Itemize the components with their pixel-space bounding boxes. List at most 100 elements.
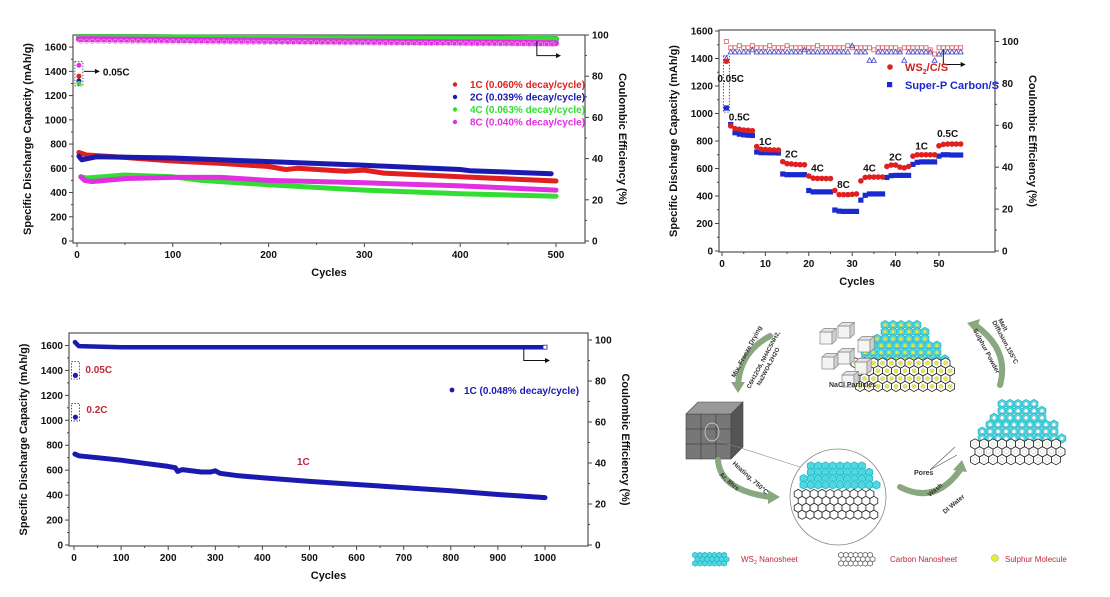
arrow-wash (897, 467, 963, 497)
ce-marker-ws2 (741, 45, 747, 51)
sulphur-dot (883, 329, 888, 334)
hexagon (1041, 419, 1051, 430)
hexagon (1057, 433, 1067, 444)
ce-marker-superp (909, 48, 917, 55)
hexagon (706, 551, 713, 559)
nacl-cube (857, 335, 876, 353)
ce-marker (394, 40, 400, 46)
block-side (730, 401, 744, 460)
hexagon (692, 551, 698, 559)
sulphur-dot (1044, 441, 1050, 447)
block-cell (715, 443, 732, 460)
hexagon (1009, 433, 1019, 444)
hexagon (886, 372, 897, 385)
sulphur-dot (1049, 449, 1054, 455)
sulphur-dot (1000, 415, 1005, 420)
hexagon (1005, 412, 1015, 423)
ce-marker-ws2 (871, 47, 877, 53)
rate-label: 1C (297, 457, 310, 468)
sulphur-dot (862, 360, 867, 366)
ce-marker-superp (831, 48, 839, 55)
capacity-marker-ws2 (805, 173, 812, 179)
sulphur-dot (1035, 436, 1040, 441)
sulphur-dot (934, 343, 939, 348)
ce-marker (302, 40, 308, 46)
capacity-marker-superp (858, 197, 864, 203)
hexagon (888, 319, 898, 331)
ce-marker (158, 39, 164, 45)
hexagon (1049, 433, 1059, 444)
initial-point (76, 80, 82, 86)
ce-marker-ws2 (901, 45, 907, 51)
hexagon (1033, 433, 1043, 444)
hexagon (970, 438, 980, 450)
sulphur-dot (895, 357, 900, 362)
y-tick-label: 1200 (45, 91, 68, 102)
hexagon (904, 372, 915, 385)
initial-point (72, 414, 79, 420)
cube-top (841, 371, 860, 376)
sulphur-dot (938, 368, 944, 374)
sulphur-dot (902, 384, 908, 389)
ce-line-8C (75, 36, 559, 47)
hexagon (1037, 446, 1048, 458)
capacity-marker-ws2 (884, 163, 890, 170)
ce-marker-superp (870, 56, 878, 63)
sulphur-dot (880, 360, 885, 366)
capacity-marker-ws2 (832, 187, 838, 194)
capacity-marker-ws2 (784, 160, 790, 167)
sulphur-dot (1016, 415, 1021, 420)
ce-marker (262, 39, 268, 45)
hexagon (817, 502, 827, 513)
ce-marker-superp (766, 48, 773, 55)
y2-tick-label: 40 (1002, 163, 1014, 174)
sulphur-dot (1031, 402, 1036, 406)
sulphur-dot (1035, 422, 1040, 427)
capacity-marker-superp (797, 172, 803, 178)
hexagon (797, 509, 807, 520)
ce-marker (423, 40, 429, 46)
cube-top (837, 322, 856, 327)
sulphur-dot (934, 357, 939, 362)
x-tick-label: 0 (719, 259, 725, 270)
ce-marker-ws2 (845, 43, 851, 49)
capacity-marker-ws2 (888, 162, 895, 168)
y2-tick-label: 80 (595, 377, 607, 388)
ce-marker-superp (927, 48, 934, 55)
y2-tick-label: 80 (1002, 79, 1014, 90)
ce-marker (279, 39, 285, 46)
capacity-marker-superp (810, 189, 816, 195)
hexagon (709, 555, 715, 563)
hexagon (860, 354, 870, 365)
ce-marker (112, 38, 118, 44)
capacity-marker-superp (832, 207, 838, 213)
cube-side (833, 352, 839, 370)
hexagon (801, 488, 811, 500)
sulphur-dot (899, 323, 904, 327)
capacity-marker-superp (840, 208, 847, 214)
carbon-sheet-porous (970, 438, 1066, 466)
hexagon (843, 551, 849, 559)
zoom-line (715, 439, 801, 468)
x-tick-label: 10 (760, 259, 772, 270)
block-cell (685, 428, 702, 445)
hexagon (912, 333, 922, 344)
legend-entry: 4C (0.063% decay/cycle) (470, 105, 585, 116)
hexagon (882, 380, 892, 393)
ce-marker-superp (905, 48, 912, 55)
initial-point (76, 73, 82, 79)
hexagon (1001, 433, 1011, 444)
hexagon (813, 509, 823, 520)
ce-marker (405, 40, 412, 46)
step-label: DI Water (942, 493, 967, 515)
hexagon (864, 380, 874, 393)
hexagon (843, 461, 852, 471)
capacity-marker-superp (845, 208, 851, 214)
ce-marker-ws2 (940, 45, 946, 51)
hexagon (1055, 446, 1066, 458)
sulphur-dot (980, 429, 985, 434)
hexagon (882, 365, 892, 377)
ce-marker-ws2 (910, 45, 916, 51)
hexagon (908, 347, 918, 358)
sulphur-dot (906, 329, 911, 334)
